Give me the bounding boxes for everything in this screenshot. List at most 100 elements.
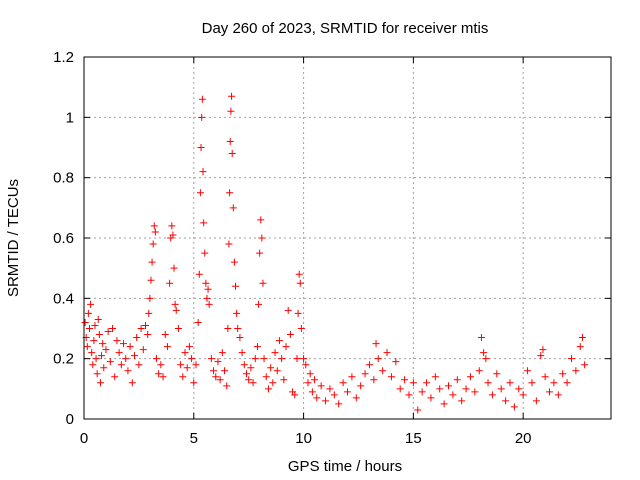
data-point: [94, 315, 102, 323]
y-tick-label: 0.6: [53, 230, 74, 247]
data-point: [409, 379, 417, 387]
data-point: [258, 234, 266, 242]
data-point: [227, 107, 235, 115]
data-point: [169, 231, 177, 239]
x-axis-label: GPS time / hours: [288, 458, 402, 475]
y-axis-label: SRMTID / TECUs: [5, 179, 22, 297]
data-point: [541, 373, 549, 381]
data-point: [81, 318, 89, 326]
data-point: [251, 355, 259, 363]
y-tick-label: 0: [66, 411, 74, 428]
data-point: [449, 391, 457, 399]
data-point: [267, 364, 275, 372]
data-point: [202, 279, 210, 287]
data-point: [537, 352, 545, 360]
data-point: [264, 385, 272, 393]
data-point: [304, 379, 312, 387]
data-point: [260, 355, 268, 363]
data-point: [259, 279, 267, 287]
data-point: [291, 391, 299, 399]
data-point: [87, 300, 95, 308]
data-point: [322, 397, 330, 405]
data-point: [124, 367, 132, 375]
data-point: [383, 349, 391, 357]
data-point: [229, 204, 237, 212]
data-point: [228, 150, 236, 158]
data-point: [330, 391, 338, 399]
data-point: [240, 361, 248, 369]
data-point: [210, 367, 218, 375]
data-point: [195, 270, 203, 278]
data-point: [223, 382, 231, 390]
data-point: [212, 373, 220, 381]
data-point: [255, 300, 263, 308]
data-point: [480, 349, 488, 357]
data-point: [159, 373, 167, 381]
data-point: [445, 382, 453, 390]
data-point: [282, 343, 290, 351]
data-point: [224, 325, 232, 332]
data-point: [161, 331, 169, 339]
data-point: [284, 306, 292, 314]
data-point: [317, 382, 325, 390]
data-point: [111, 373, 119, 381]
data-point: [572, 367, 580, 375]
data-point: [198, 113, 206, 121]
data-point: [148, 258, 156, 266]
data-point: [233, 309, 241, 317]
data-point: [83, 343, 91, 351]
data-point: [484, 379, 492, 387]
data-point: [335, 400, 343, 408]
data-point: [262, 373, 270, 381]
data-point: [90, 337, 98, 345]
data-point: [232, 282, 240, 290]
data-point: [201, 249, 209, 257]
data-point: [414, 406, 422, 414]
data-point: [183, 364, 191, 372]
data-point: [427, 394, 435, 402]
data-point: [96, 379, 104, 387]
data-point: [149, 240, 157, 248]
data-point: [440, 400, 448, 408]
plot-frame: [83, 56, 612, 420]
data-point: [181, 349, 189, 357]
data-point: [188, 355, 196, 363]
data-point: [286, 331, 294, 339]
data-point: [273, 367, 281, 375]
data-point: [238, 349, 246, 357]
data-point: [563, 379, 571, 387]
data-point: [502, 397, 510, 405]
data-point: [185, 343, 193, 351]
data-point: [458, 397, 466, 405]
data-point: [95, 331, 103, 339]
data-point: [179, 373, 187, 381]
data-point: [488, 391, 496, 399]
data-point: [392, 358, 400, 366]
data-point: [532, 397, 540, 405]
data-point: [104, 328, 112, 336]
data-point: [131, 352, 139, 360]
data-point: [271, 349, 279, 357]
data-point: [372, 340, 380, 348]
data-point: [249, 379, 257, 387]
data-point: [137, 325, 145, 332]
data-point: [294, 309, 302, 317]
data-point: [199, 168, 207, 176]
data-point: [550, 379, 558, 387]
data-point: [102, 346, 110, 354]
data-point: [197, 144, 205, 151]
data-point: [221, 367, 229, 375]
data-point: [151, 228, 159, 236]
data-point: [205, 300, 213, 308]
data-point: [216, 376, 224, 384]
data-point: [194, 318, 202, 326]
data-point: [348, 373, 356, 381]
data-point: [198, 95, 206, 103]
data-point: [475, 367, 483, 375]
data-point: [170, 264, 178, 272]
data-point: [539, 346, 547, 354]
data-point: [396, 385, 404, 393]
data-point: [84, 309, 92, 317]
data-point: [462, 385, 470, 393]
